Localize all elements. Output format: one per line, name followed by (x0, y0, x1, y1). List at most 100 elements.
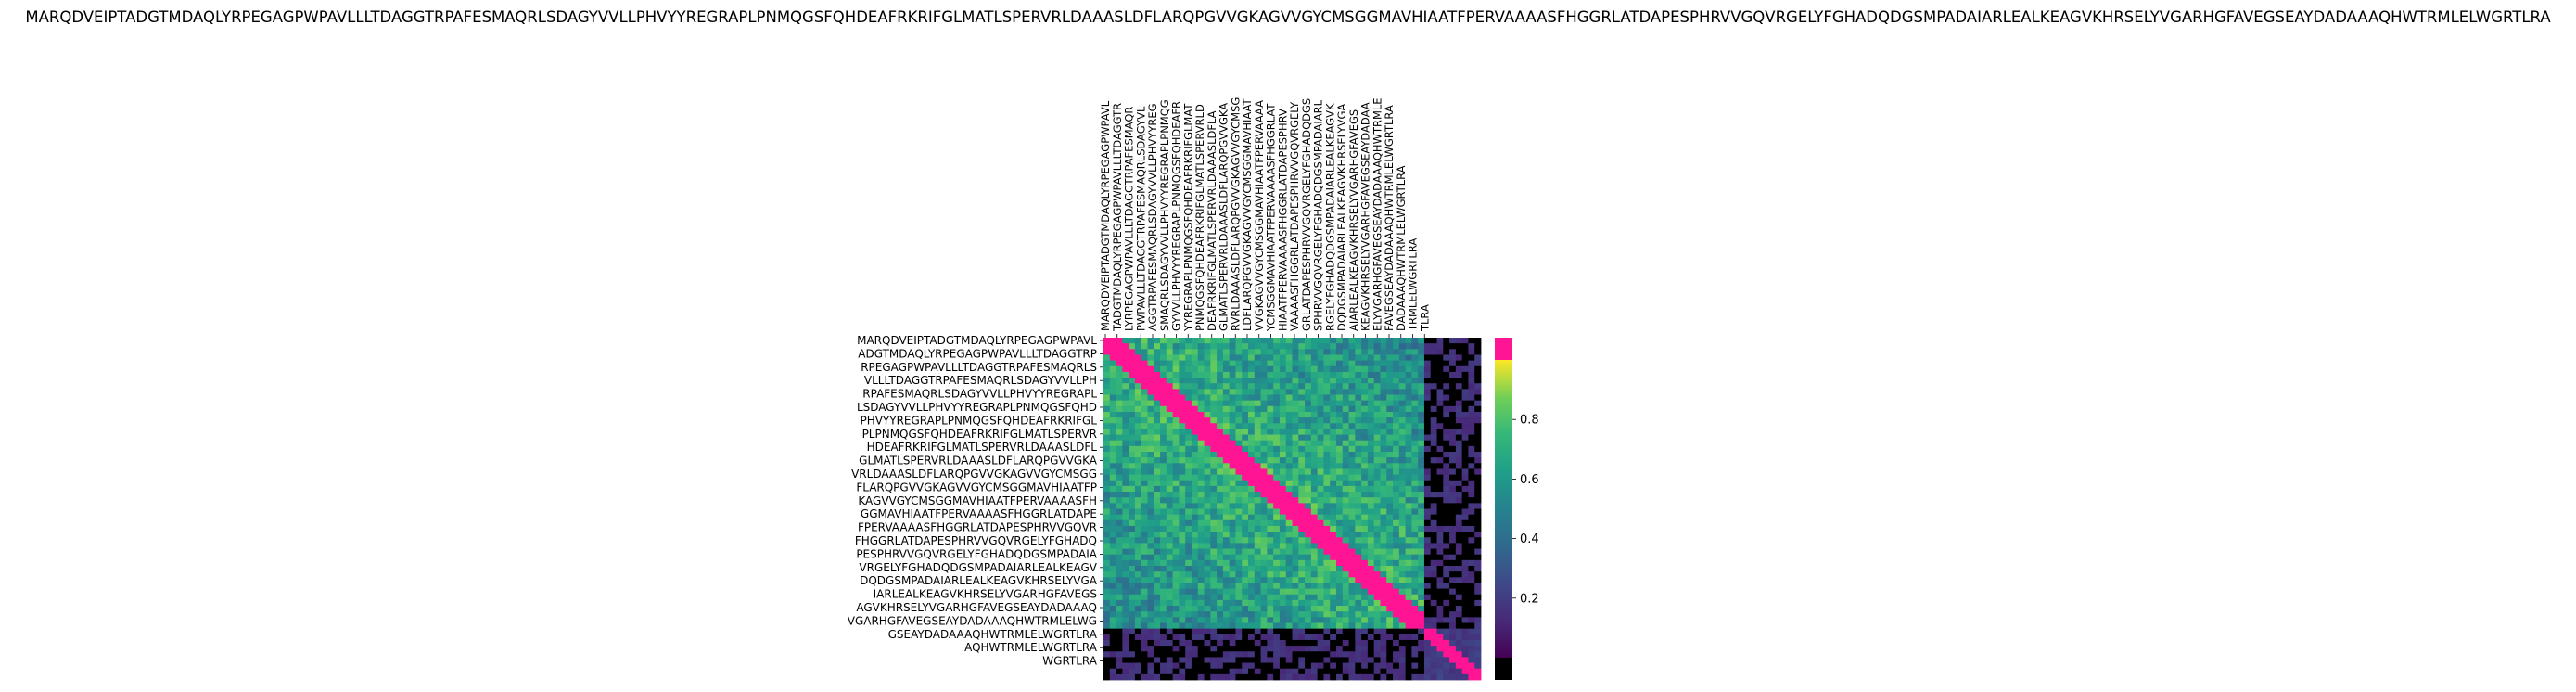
heatmap-cell (1411, 571, 1419, 578)
heatmap-cell (1449, 537, 1457, 544)
heatmap-cell (1292, 452, 1299, 458)
heatmap-cell (1279, 543, 1287, 549)
heatmap-cell (1129, 577, 1136, 583)
heatmap-cell (1279, 457, 1287, 464)
heatmap-cell (1248, 514, 1256, 521)
heatmap-cell (1166, 559, 1174, 567)
heatmap-cell (1103, 468, 1111, 475)
heatmap-cell (1235, 474, 1243, 481)
heatmap-cell (1279, 673, 1287, 681)
heatmap-cell (1323, 566, 1331, 572)
heatmap-cell (1380, 525, 1387, 532)
heatmap-cell (1367, 492, 1375, 498)
heatmap-cell (1204, 639, 1211, 647)
heatmap-cell (1342, 429, 1349, 435)
heatmap-cell (1185, 365, 1192, 373)
heatmap-cell (1418, 543, 1425, 549)
heatmap-cell (1423, 657, 1432, 663)
heatmap-cell (1134, 371, 1142, 378)
heatmap-cell (1154, 594, 1161, 601)
heatmap-cell (1235, 646, 1243, 652)
heatmap-cell (1335, 628, 1344, 635)
heatmap-cell (1386, 628, 1394, 635)
heatmap-cell (1222, 577, 1231, 583)
heatmap-cell (1418, 468, 1425, 475)
heatmap-cell (1273, 389, 1281, 395)
heatmap-cell (1229, 400, 1236, 407)
heatmap-cell (1411, 423, 1419, 429)
heatmap-cell (1279, 354, 1287, 361)
heatmap-cell (1405, 378, 1412, 384)
heatmap-cell (1147, 543, 1154, 549)
heatmap-cell (1461, 611, 1469, 618)
heatmap-cell (1191, 583, 1199, 589)
heatmap-cell (1474, 343, 1482, 350)
heatmap-cell (1367, 668, 1375, 675)
heatmap-cell (1116, 628, 1123, 635)
heatmap-cell (1423, 338, 1432, 344)
heatmap-cell (1260, 485, 1268, 493)
y-tick-label: VRGELYFGHADQDGSMPADAIARLEALKEAGV (859, 561, 1097, 574)
heatmap-cell (1455, 657, 1463, 663)
heatmap-cell (1342, 525, 1349, 532)
heatmap-cell (1411, 452, 1419, 458)
heatmap-cell (1141, 639, 1148, 647)
heatmap-cell (1423, 668, 1432, 675)
heatmap-cell (1398, 445, 1406, 453)
heatmap-cell (1292, 668, 1299, 675)
heatmap-cell (1430, 628, 1437, 635)
heatmap-cell (1160, 400, 1167, 407)
heatmap-cell (1141, 354, 1148, 361)
heatmap-cell (1348, 599, 1356, 607)
heatmap-cell (1455, 440, 1463, 447)
heatmap-cell (1217, 503, 1224, 509)
heatmap-cell (1235, 360, 1243, 367)
heatmap-cell (1386, 559, 1394, 567)
heatmap-cell (1242, 492, 1249, 498)
heatmap-cell (1305, 485, 1312, 493)
heatmap-cell (1418, 371, 1425, 378)
heatmap-cell (1380, 514, 1387, 521)
heatmap-cell (1449, 497, 1457, 504)
heatmap-cell (1474, 371, 1482, 378)
heatmap-cell (1386, 354, 1394, 361)
heatmap-cell (1355, 497, 1362, 504)
heatmap-cell (1279, 554, 1287, 561)
heatmap-cell (1455, 508, 1463, 516)
heatmap-cell (1317, 394, 1324, 402)
heatmap-cell (1217, 371, 1224, 378)
heatmap-cell (1310, 571, 1319, 578)
heatmap-cell (1380, 606, 1387, 612)
heatmap-cell (1373, 405, 1381, 413)
heatmap-cell (1342, 394, 1349, 402)
heatmap-cell (1185, 599, 1192, 607)
heatmap-cell (1418, 378, 1425, 384)
heatmap-cell (1461, 343, 1469, 350)
heatmap-cell (1342, 532, 1349, 538)
heatmap-cell (1323, 394, 1331, 402)
heatmap-cell (1468, 673, 1475, 681)
heatmap-cell (1292, 508, 1299, 516)
heatmap-cell (1367, 417, 1375, 424)
heatmap-cell (1411, 588, 1419, 596)
heatmap-cell (1355, 411, 1362, 418)
heatmap-cell (1292, 463, 1299, 469)
heatmap-cell (1179, 394, 1186, 402)
heatmap-cell (1317, 429, 1324, 435)
heatmap-cell (1273, 434, 1281, 442)
heatmap-cell (1116, 354, 1123, 361)
heatmap-cell (1386, 662, 1394, 670)
heatmap-cell (1222, 554, 1231, 561)
heatmap-cell (1330, 639, 1337, 647)
heatmap-cell (1405, 429, 1412, 435)
heatmap-cell (1210, 543, 1218, 549)
heatmap-cell (1217, 532, 1224, 538)
heatmap-cell (1474, 440, 1482, 447)
heatmap-cell (1229, 566, 1236, 572)
heatmap-cell (1317, 440, 1324, 447)
heatmap-cell (1449, 559, 1457, 567)
heatmap-cell (1273, 639, 1281, 647)
heatmap-cell (1436, 543, 1444, 549)
heatmap-cell (1160, 474, 1167, 481)
heatmap-cell (1122, 338, 1129, 344)
